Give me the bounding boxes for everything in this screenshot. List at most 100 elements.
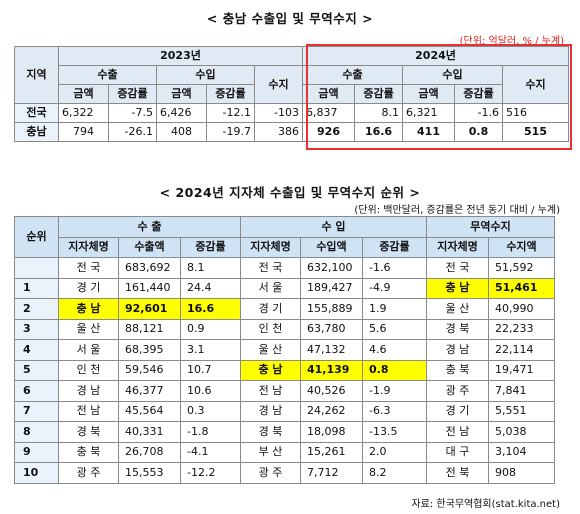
value-cell: 0.3 xyxy=(180,400,241,422)
table-row: 10 광 주 15,553 -12.2 광 주 7,712 8.2 전 북 908 xyxy=(14,462,556,484)
value-cell: 68,395 xyxy=(118,339,181,361)
value-cell: 908 xyxy=(487,462,556,484)
region-cell: 충남 xyxy=(14,122,59,142)
table1-h-rate: 증감률 xyxy=(454,84,504,104)
region-cell: 경 북 xyxy=(240,421,301,443)
value-cell: 386 xyxy=(253,122,304,142)
value-cell: 515 xyxy=(502,122,570,142)
table2-h-export: 수 출 xyxy=(58,216,241,238)
region-cell: 경 기 xyxy=(58,277,119,299)
value-cell: 6,837 xyxy=(302,103,356,123)
rank-cell: 3 xyxy=(14,318,59,340)
table1-h-2023: 2023년 xyxy=(57,46,304,66)
table1-h-export-2024: 수출 xyxy=(302,65,404,85)
table1-h-amount: 금액 xyxy=(156,84,207,104)
region-cell: 전 남 xyxy=(240,380,301,402)
region-cell: 서 울 xyxy=(58,339,119,361)
rank-cell: 5 xyxy=(14,359,59,381)
value-cell: -4.1 xyxy=(180,441,241,463)
region-cell: 충 남 xyxy=(58,298,119,320)
value-cell: -12.2 xyxy=(180,462,241,484)
value-cell: -7.5 xyxy=(108,103,157,123)
value-cell: 7,841 xyxy=(487,380,556,402)
value-cell: 8.1 xyxy=(180,257,241,279)
value-cell: 40,331 xyxy=(118,421,181,443)
value-cell: 10.7 xyxy=(180,359,241,381)
rank-cell: 8 xyxy=(14,421,59,443)
value-cell: 46,377 xyxy=(118,380,181,402)
region-cell: 경 남 xyxy=(58,380,119,402)
table2-h-import-amt: 수입액 xyxy=(300,236,363,258)
region-cell: 경 기 xyxy=(426,400,489,422)
region-cell: 전국 xyxy=(14,103,59,123)
region-cell: 전 북 xyxy=(426,462,489,484)
value-cell: 0.9 xyxy=(180,318,241,340)
value-cell: 5,551 xyxy=(487,400,556,422)
value-cell: 88,121 xyxy=(118,318,181,340)
rank-cell: 1 xyxy=(14,277,59,299)
value-cell: 6,322 xyxy=(58,103,109,123)
table1-h-amount: 금액 xyxy=(402,84,456,104)
table1-unit: (단위: 억달러, % / 누계) xyxy=(459,36,564,47)
region-cell: 울 산 xyxy=(426,298,489,320)
value-cell: 926 xyxy=(302,122,356,142)
table1-h-rate: 증감률 xyxy=(206,84,255,104)
value-cell: 189,427 xyxy=(300,277,363,299)
rank-cell: 6 xyxy=(14,380,59,402)
value-cell: 408 xyxy=(156,122,207,142)
value-cell: 15,553 xyxy=(118,462,181,484)
table1-h-region: 지역 xyxy=(14,46,59,104)
value-cell: 18,098 xyxy=(300,421,363,443)
value-cell: 3.1 xyxy=(180,339,241,361)
value-cell: 26,708 xyxy=(118,441,181,463)
table2-h-rate: 증감률 xyxy=(180,236,241,258)
table1-h-import-2024: 수입 xyxy=(402,65,504,85)
value-cell: -1.8 xyxy=(180,421,241,443)
region-cell: 부 산 xyxy=(240,441,301,463)
region-cell: 경 북 xyxy=(426,318,489,340)
value-cell: 0.8 xyxy=(362,359,427,381)
table-row: 전국 6,322 -7.5 6,426 -12.1 -103 6,837 8.1… xyxy=(14,103,570,123)
table1-h-2024: 2024년 xyxy=(302,46,570,66)
value-cell: 24,262 xyxy=(300,400,363,422)
table1-h-balance-2024: 수지 xyxy=(502,65,570,104)
table1-h-rate: 증감률 xyxy=(108,84,157,104)
table-row-total: 전 국 683,692 8.1 전 국 632,100 -1.6 전 국 51,… xyxy=(14,257,556,279)
rank-cell: 7 xyxy=(14,400,59,422)
value-cell: 3,104 xyxy=(487,441,556,463)
region-cell: 대 구 xyxy=(426,441,489,463)
value-cell: 411 xyxy=(402,122,456,142)
region-cell: 충 남 xyxy=(240,359,301,381)
table2-h-rank: 순위 xyxy=(14,216,59,258)
value-cell: 40,526 xyxy=(300,380,363,402)
value-cell: 7,712 xyxy=(300,462,363,484)
region-cell: 전 남 xyxy=(426,421,489,443)
value-cell: -13.5 xyxy=(362,421,427,443)
rank-cell xyxy=(14,257,59,279)
value-cell: 6,321 xyxy=(402,103,456,123)
region-cell: 경 남 xyxy=(426,339,489,361)
value-cell: 63,780 xyxy=(300,318,363,340)
value-cell: 59,546 xyxy=(118,359,181,381)
region-cell: 경 북 xyxy=(58,421,119,443)
value-cell: -19.7 xyxy=(206,122,255,142)
table2-h-balance: 무역수지 xyxy=(425,216,556,238)
value-cell: -1.6 xyxy=(362,257,427,279)
region-cell: 충 남 xyxy=(426,277,489,299)
value-cell: 4.6 xyxy=(362,339,427,361)
region-cell: 광 주 xyxy=(426,380,489,402)
region-cell: 충 북 xyxy=(426,359,489,381)
table2-h-rate: 증감률 xyxy=(362,236,427,258)
value-cell: 632,100 xyxy=(300,257,363,279)
value-cell: 5.6 xyxy=(362,318,427,340)
value-cell: -4.9 xyxy=(362,277,427,299)
table1-h-amount: 금액 xyxy=(302,84,356,104)
value-cell: 10.6 xyxy=(180,380,241,402)
region-cell: 인 천 xyxy=(58,359,119,381)
table1-h-export-2023: 수출 xyxy=(58,65,157,85)
value-cell: 51,461 xyxy=(487,277,556,299)
